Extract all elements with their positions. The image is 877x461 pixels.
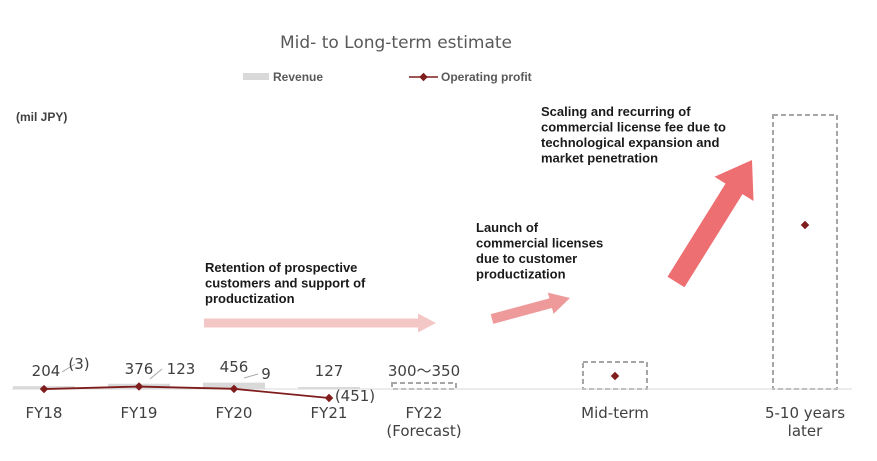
legend-revenue-swatch: [243, 73, 269, 80]
revenue-label-0: 204: [32, 362, 61, 380]
operating-profit-marker-2: [229, 384, 239, 394]
revenue-label-2: 456: [220, 358, 249, 376]
data-labels: 204 376 456 127 300～350 (3) 123 9 (451): [32, 355, 460, 405]
annotation-2-line-0: Scaling and recurring of: [541, 104, 691, 119]
operating-profit-path: [43, 385, 330, 399]
arrow-scaling: [667, 159, 754, 288]
revenue-bar-3: [298, 387, 360, 389]
annotation-1-line-0: Launch of: [476, 220, 539, 235]
arrow-retention: [204, 313, 436, 333]
category-label-6-line2: later: [788, 422, 823, 440]
operating-profit-marker-1: [134, 382, 144, 391]
legend-revenue-label: Revenue: [273, 70, 323, 84]
category-label-6: 5-10 years: [765, 404, 845, 422]
category-label-4-line2: (Forecast): [386, 422, 461, 440]
category-labels: FY18 FY19 FY20 FY21 FY22(Forecast) Mid-term 5-…: [26, 404, 846, 440]
operating-profit-marker-0: [39, 384, 49, 394]
revenue-label-3: 127: [315, 362, 344, 380]
profit-label-3: (451): [335, 387, 375, 405]
category-label-3: FY21: [311, 404, 348, 422]
operating-profit-marker-3: [324, 393, 334, 403]
annotation-2-line-1: commercial license fee due to: [541, 120, 726, 135]
annotation-2-line-2: technological expansion and: [541, 135, 719, 150]
annotation-1-line-2: due to customer: [476, 251, 577, 266]
growth-arrows: [204, 159, 754, 333]
annotation-2-line-3: market penetration: [541, 151, 658, 166]
category-label-5: Mid-term: [581, 404, 649, 422]
category-label-4: FY22: [406, 404, 443, 422]
annotation-1-line-1: commercial licenses: [476, 236, 603, 251]
legend: Revenue Operating profit: [243, 70, 532, 84]
category-label-1: FY19: [121, 404, 158, 422]
annotation-0-line-0: Retention of prospective: [205, 260, 357, 275]
profit-label-2: 9: [261, 365, 271, 383]
revenue-label-4: 300～350: [388, 362, 460, 380]
estimate-box-0: [391, 382, 457, 390]
annotation-0-line-2: productization: [205, 291, 295, 306]
estimate-marker-1: [800, 220, 810, 230]
category-label-2: FY20: [216, 404, 253, 422]
profit-leader-1: [149, 368, 163, 380]
estimate-box-2: [772, 114, 838, 390]
annotation-0-line-1: customers and support of: [205, 276, 366, 291]
estimate-marker-0: [610, 371, 620, 381]
arrow-launch: [490, 292, 571, 324]
profit-label-0: (3): [68, 355, 89, 373]
arrow-scaling-shape: [667, 159, 754, 288]
operating-profit-line: [39, 382, 334, 403]
revenue-label-1: 376: [125, 360, 154, 378]
legend-profit-marker: [419, 72, 428, 82]
annotation-1-line-3: productization: [476, 267, 566, 282]
legend-profit-label: Operating profit: [441, 70, 532, 84]
arrow-launch-shape: [490, 292, 571, 324]
category-label-0: FY18: [26, 404, 63, 422]
unit-label: (mil JPY): [16, 110, 67, 124]
profit-label-1: 123: [167, 360, 196, 378]
profit-leader-2: [243, 373, 259, 379]
chart-title: Mid- to Long-term estimate: [280, 33, 512, 53]
profit-leader-0: [61, 363, 76, 373]
arrow-retention-shape: [204, 313, 436, 333]
